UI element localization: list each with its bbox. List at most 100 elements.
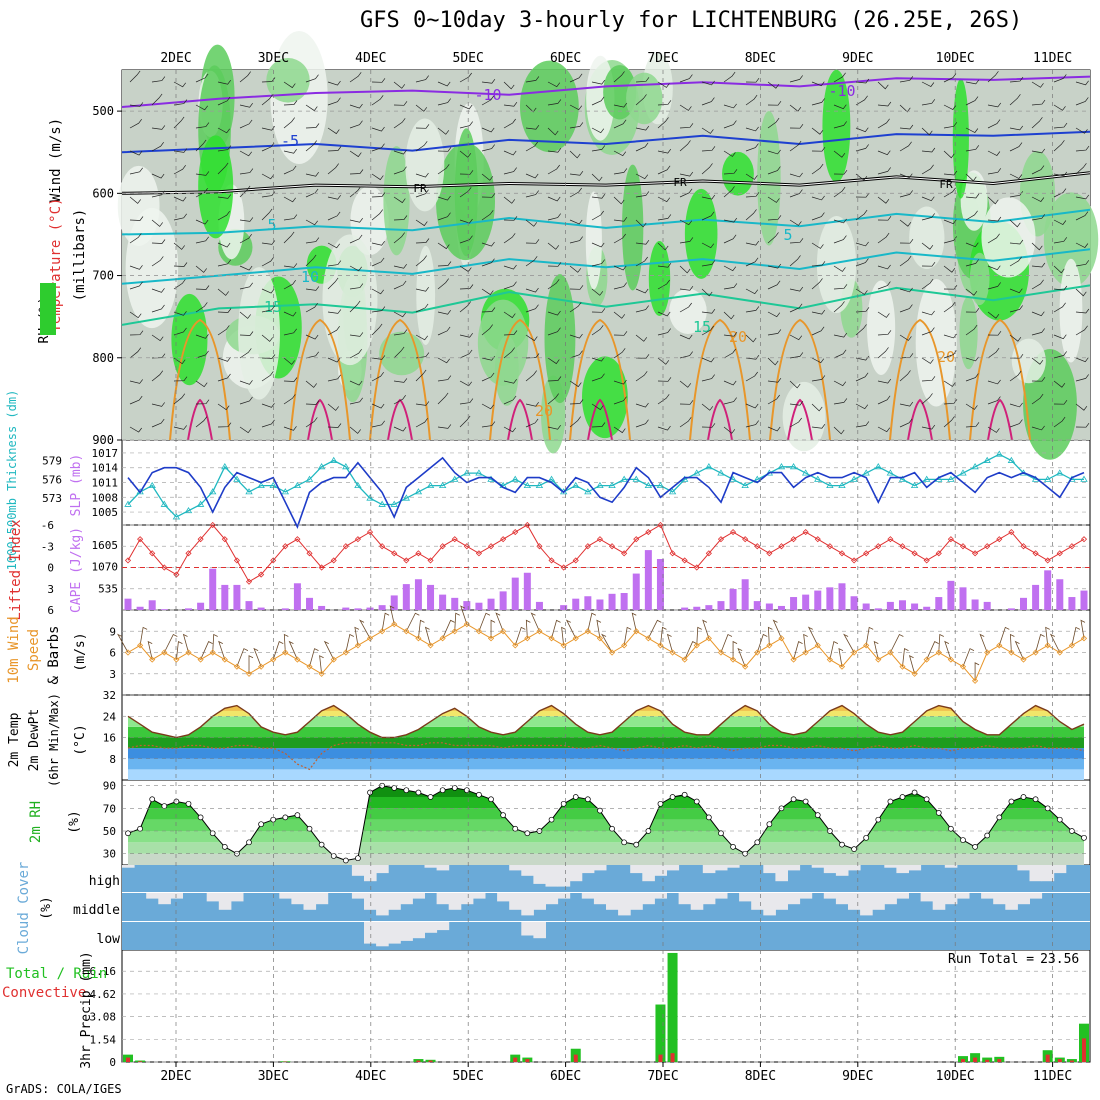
wind-barb bbox=[767, 117, 780, 129]
cloud-cell bbox=[158, 893, 171, 905]
wind-barb bbox=[151, 239, 166, 244]
wind-barb bbox=[833, 72, 846, 83]
wind-barb bbox=[921, 127, 933, 136]
wind-barb bbox=[899, 370, 911, 382]
lifted-index-marker bbox=[645, 529, 652, 536]
wind-barb bbox=[789, 286, 804, 292]
wind-barb bbox=[217, 357, 231, 362]
wind-barb bbox=[569, 104, 583, 111]
wind-barb bbox=[921, 327, 935, 336]
wind-barb bbox=[855, 127, 869, 133]
wind-barb bbox=[239, 265, 253, 271]
wind-barb bbox=[525, 334, 538, 342]
wind-barb bbox=[789, 400, 804, 406]
wind10m-barb bbox=[873, 640, 879, 660]
wind-barb bbox=[261, 419, 275, 428]
rh2m-marker bbox=[488, 796, 494, 803]
wind-barb bbox=[393, 81, 406, 89]
wind-barb bbox=[767, 263, 782, 269]
wind-barb bbox=[657, 100, 672, 106]
wind-barb bbox=[811, 423, 826, 429]
wind-barb bbox=[965, 127, 979, 133]
wind-barb bbox=[261, 403, 275, 408]
wind-barb bbox=[1031, 196, 1045, 202]
temp-band bbox=[128, 758, 1084, 770]
lifted-index-marker bbox=[258, 571, 265, 578]
wind-barb bbox=[503, 264, 517, 270]
wind-barb bbox=[459, 332, 473, 338]
cloud-cell bbox=[388, 893, 401, 910]
wind-barb bbox=[1075, 403, 1088, 411]
rh2m-marker bbox=[391, 785, 398, 791]
wind-barb bbox=[657, 279, 670, 290]
thickness-marker bbox=[922, 475, 931, 482]
wind10m-marker bbox=[681, 656, 688, 663]
wind-barb bbox=[349, 380, 363, 386]
cape-bar bbox=[535, 601, 543, 610]
wind-barb bbox=[195, 265, 207, 273]
wind10m-marker bbox=[887, 649, 894, 656]
wind-barb bbox=[525, 401, 539, 407]
wind-barb bbox=[283, 279, 296, 290]
thickness-marker bbox=[366, 494, 374, 501]
wind10m-marker bbox=[137, 642, 144, 649]
lifted-index-marker bbox=[742, 536, 749, 543]
lifted-index-marker bbox=[149, 550, 156, 557]
wind-barb bbox=[305, 104, 318, 112]
cloud-cell bbox=[714, 865, 728, 871]
wind-barb bbox=[151, 93, 163, 106]
wind-barb bbox=[217, 403, 230, 411]
cape-bar bbox=[233, 584, 241, 610]
lifted-index-marker bbox=[887, 536, 894, 543]
lifted-index-marker bbox=[838, 550, 846, 557]
cape-bar bbox=[983, 601, 991, 610]
wind-barb bbox=[899, 124, 914, 130]
wind10m-barb bbox=[1035, 633, 1045, 653]
cape-bar bbox=[354, 608, 362, 610]
wind-barb bbox=[877, 264, 891, 270]
isotherm-hot bbox=[307, 398, 333, 441]
wind-barb bbox=[437, 127, 450, 135]
lifted-index-marker bbox=[209, 521, 216, 529]
cloud-cell bbox=[593, 865, 607, 871]
rh2m-marker bbox=[633, 841, 640, 848]
precip-convective-bar bbox=[126, 1057, 130, 1062]
rh-cell bbox=[867, 280, 896, 375]
wind10m-marker bbox=[911, 670, 918, 677]
top-day-label: 2DEC bbox=[160, 51, 191, 66]
wind-barb bbox=[1075, 163, 1087, 175]
lifted-index-marker bbox=[863, 550, 870, 557]
wind-barb bbox=[921, 393, 933, 405]
wind-barb bbox=[591, 259, 605, 267]
top-day-label: 3DEC bbox=[258, 51, 289, 66]
bottom-day-label: 8DEC bbox=[745, 1069, 776, 1084]
wind-barb bbox=[591, 145, 606, 152]
contour-label: -10 bbox=[474, 86, 501, 104]
wind-barb bbox=[855, 144, 869, 152]
wind-barb bbox=[1031, 393, 1044, 405]
wind10m-barb bbox=[236, 648, 249, 667]
wind10m-speed-line bbox=[127, 623, 1085, 682]
wind-barb bbox=[349, 283, 364, 290]
wind-barb bbox=[415, 303, 429, 313]
wind10m-barb bbox=[147, 640, 153, 660]
wind-barb bbox=[811, 309, 826, 315]
cape-bar bbox=[753, 601, 761, 610]
rh2m-marker bbox=[209, 830, 216, 837]
cloud-cell bbox=[702, 865, 716, 874]
wind10m-marker bbox=[778, 635, 785, 642]
wind-barb bbox=[767, 81, 780, 89]
contour-label: 20 bbox=[729, 328, 747, 346]
wind10m-barb bbox=[389, 605, 395, 625]
cape-bar bbox=[257, 607, 265, 610]
cape-bar bbox=[1007, 608, 1015, 610]
wind-axis-label: Wind (m/s) bbox=[48, 118, 64, 202]
wind-barb bbox=[723, 169, 738, 175]
temp2m-unit-label: (°C) bbox=[73, 724, 88, 755]
wind-barb bbox=[129, 379, 143, 384]
cape-bar bbox=[681, 607, 689, 610]
cape-bar bbox=[221, 584, 229, 610]
wind-barb bbox=[877, 330, 892, 336]
wind-barb bbox=[305, 334, 319, 340]
wind10m-marker bbox=[863, 642, 870, 649]
